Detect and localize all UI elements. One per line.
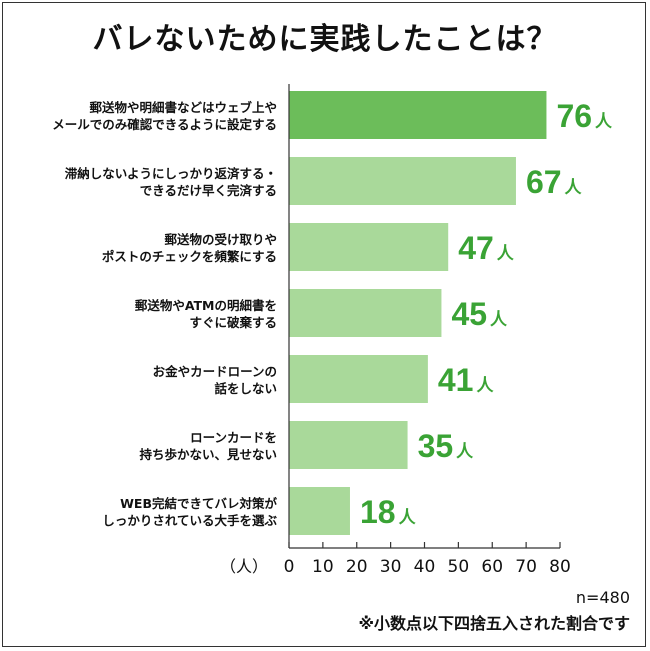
value-label: 41 人 bbox=[438, 362, 495, 398]
value-number: 18 bbox=[360, 494, 396, 530]
bar bbox=[289, 421, 408, 469]
x-tick-label: 40 bbox=[414, 557, 436, 577]
bar bbox=[289, 355, 428, 403]
category-label-line: 郵送物や明細書などはウェブ上や bbox=[89, 100, 277, 115]
bar bbox=[289, 157, 516, 205]
category-label-line: メールでのみ確認できるように設定する bbox=[52, 117, 277, 132]
value-unit: 人 bbox=[595, 112, 613, 131]
value-unit: 人 bbox=[399, 508, 417, 527]
value-number: 76 bbox=[556, 98, 592, 134]
category-label-line: すぐに破棄する bbox=[189, 315, 277, 330]
x-tick-label: 60 bbox=[481, 557, 503, 577]
x-tick-label: 50 bbox=[448, 557, 470, 577]
value-label: 47 人 bbox=[458, 230, 515, 266]
category-label-line: 持ち歩かない、見せない bbox=[139, 447, 277, 462]
x-tick-label: 70 bbox=[515, 557, 537, 577]
value-label: 35 人 bbox=[418, 428, 475, 464]
rounding-note: ※小数点以下四捨五入された割合です bbox=[358, 614, 630, 633]
category-label-line: 話をしない bbox=[214, 381, 277, 396]
bar bbox=[289, 487, 350, 535]
category-label-group: 郵送物や明細書などはウェブ上やメールでのみ確認できるように設定する滞納しないよう… bbox=[52, 100, 277, 528]
category-label: 郵送物や明細書などはウェブ上やメールでのみ確認できるように設定する bbox=[52, 100, 277, 132]
category-label-line: ローンカードを bbox=[190, 430, 277, 445]
category-label: 郵送物の受け取りやポストのチェックを頻繁にする bbox=[102, 232, 277, 264]
bar bbox=[289, 289, 442, 337]
category-label-line: お金やカードローンの bbox=[153, 364, 277, 379]
category-label-line: できるだけ早く完済する bbox=[140, 183, 277, 198]
bar bbox=[289, 223, 449, 271]
x-tick-label: 20 bbox=[346, 557, 368, 577]
category-label: ローンカードを持ち歩かない、見せない bbox=[139, 430, 277, 462]
category-label: 郵送物やATMの明細書をすぐに破棄する bbox=[135, 298, 277, 330]
category-label-line: 滞納しないようにしっかり返済する・ bbox=[65, 166, 277, 181]
bar bbox=[289, 91, 547, 139]
value-number: 67 bbox=[526, 164, 562, 200]
chart-title: バレないために実践したことは？ bbox=[92, 22, 558, 57]
category-label-line: ポストのチェックを頻繁にする bbox=[102, 249, 277, 264]
category-label-line: 郵送物の受け取りや bbox=[164, 232, 277, 247]
value-number: 45 bbox=[451, 296, 487, 332]
value-label: 76 人 bbox=[556, 98, 613, 134]
sample-size: n=480 bbox=[575, 588, 630, 607]
category-label-line: WEB完結できてバレ対策が bbox=[120, 496, 277, 511]
value-label-group: 76 人67 人47 人45 人41 人35 人18 人 bbox=[360, 98, 613, 530]
value-unit: 人 bbox=[565, 178, 583, 197]
category-label: WEB完結できてバレ対策がしっかりされている大手を選ぶ bbox=[102, 496, 277, 528]
value-label: 18 人 bbox=[360, 494, 417, 530]
value-number: 47 bbox=[458, 230, 494, 266]
x-tick-label: 80 bbox=[549, 557, 571, 577]
value-unit: 人 bbox=[456, 442, 474, 461]
value-unit: 人 bbox=[497, 244, 515, 263]
value-label: 45 人 bbox=[451, 296, 508, 332]
value-unit: 人 bbox=[476, 376, 494, 395]
category-label: 滞納しないようにしっかり返済する・できるだけ早く完済する bbox=[65, 166, 277, 198]
x-axis: 0 10 20 30 40 50 60 70 80 （人） bbox=[220, 84, 571, 577]
category-label: お金やカードローンの話をしない bbox=[153, 364, 277, 396]
x-tick-label: 10 bbox=[312, 557, 334, 577]
category-label-line: 郵送物やATMの明細書を bbox=[135, 298, 277, 313]
bar-group bbox=[289, 91, 547, 535]
value-number: 41 bbox=[438, 362, 474, 398]
category-label-line: しっかりされている大手を選ぶ bbox=[102, 513, 277, 528]
value-number: 35 bbox=[418, 428, 454, 464]
x-axis-label: （人） bbox=[220, 557, 268, 576]
value-label: 67 人 bbox=[526, 164, 583, 200]
x-tick-label: 0 bbox=[284, 557, 295, 577]
value-unit: 人 bbox=[490, 310, 508, 329]
x-tick-label: 30 bbox=[380, 557, 402, 577]
